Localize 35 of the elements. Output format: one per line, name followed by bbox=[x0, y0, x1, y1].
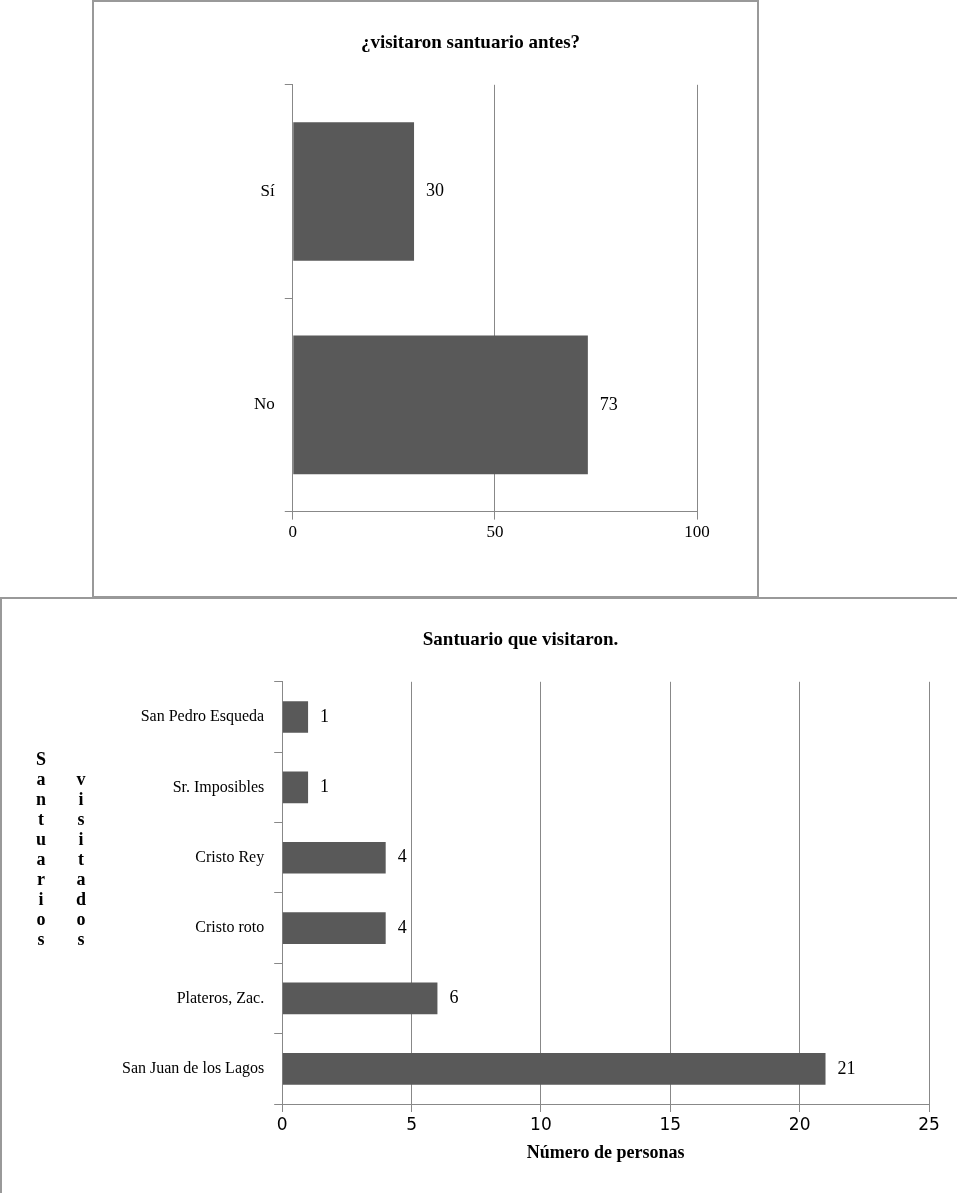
y-tick-label: San Pedro Esqueda bbox=[140, 707, 265, 726]
y-tick-label: San Juan de los Lagos bbox=[122, 1059, 265, 1078]
data-label: 4 bbox=[397, 916, 407, 937]
x-axis-title: Número de personas bbox=[526, 1141, 685, 1162]
x-tick-label: 100 bbox=[684, 522, 710, 542]
y-tick-label: No bbox=[254, 394, 275, 414]
bar bbox=[282, 982, 438, 1015]
data-label: 73 bbox=[599, 393, 618, 414]
x-tick-label: 20 bbox=[788, 1113, 811, 1134]
bar bbox=[282, 1052, 826, 1085]
x-tick-label: 15 bbox=[659, 1113, 682, 1134]
y-tick-label: Sr. Imposibles bbox=[172, 777, 265, 796]
bar bbox=[282, 701, 309, 733]
bar bbox=[282, 841, 386, 874]
bar bbox=[282, 912, 386, 944]
x-tick-label: 0 bbox=[276, 1113, 288, 1134]
y-tick-label: Cristo roto bbox=[195, 918, 265, 936]
data-label: 30 bbox=[426, 180, 445, 201]
x-tick-label: 0 bbox=[288, 522, 298, 542]
chart-title: Santuario que visitaron. bbox=[422, 628, 619, 650]
data-label: 21 bbox=[837, 1057, 856, 1078]
x-tick-label: 5 bbox=[406, 1113, 417, 1134]
y-axis-title: Santuarios visitados bbox=[31, 749, 91, 949]
data-label: 4 bbox=[397, 846, 407, 867]
x-tick-label: 50 bbox=[486, 522, 504, 542]
x-tick-label: 10 bbox=[530, 1113, 552, 1134]
x-tick-label: 25 bbox=[918, 1113, 940, 1134]
data-label: 1 bbox=[320, 776, 330, 797]
y-tick-label: Cristo Rey bbox=[195, 847, 265, 866]
data-label: 6 bbox=[449, 987, 459, 1008]
y-tick-label: Plateros, Zac. bbox=[176, 988, 265, 1006]
bar bbox=[282, 771, 309, 804]
chart-title: ¿visitaron santuario antes? bbox=[360, 31, 581, 53]
data-label: 1 bbox=[320, 705, 330, 726]
y-tick-label: Sí bbox=[260, 180, 276, 200]
